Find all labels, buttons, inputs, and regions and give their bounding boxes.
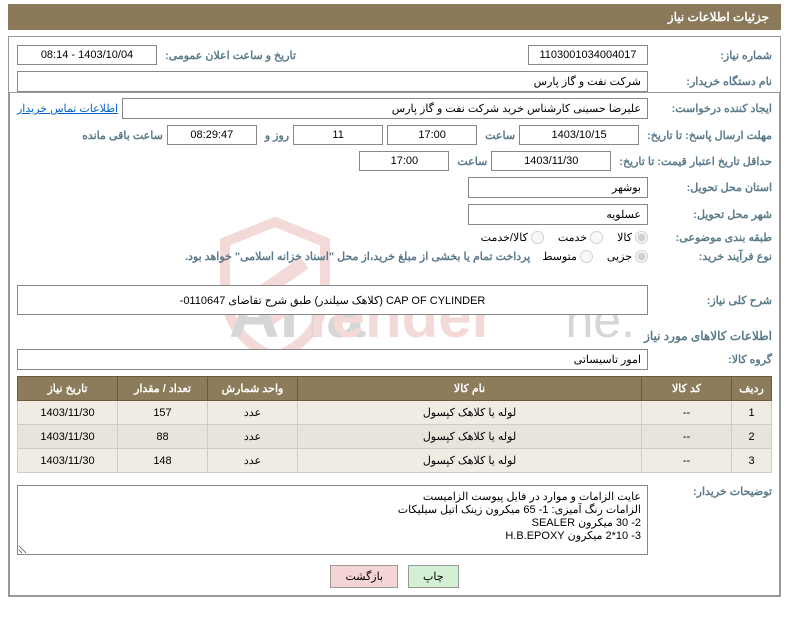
radio-khedmat[interactable]: خدمت — [558, 231, 603, 244]
table-cell: 148 — [118, 449, 208, 473]
requester-value: علیرضا حسینی کارشناس خرید شرکت نفت و گاز… — [122, 98, 648, 119]
table-row: 1--لوله یا کلاهک کپسولعدد1571403/11/30 — [18, 401, 772, 425]
days-after-label: روز و — [261, 129, 289, 142]
th-name: نام کالا — [298, 377, 642, 401]
table-cell: 157 — [118, 401, 208, 425]
province-label: استان محل تحویل: — [652, 181, 772, 194]
th-code: کد کالا — [642, 377, 732, 401]
table-cell: عدد — [208, 449, 298, 473]
table-cell: عدد — [208, 425, 298, 449]
buyer-value: شرکت نفت و گاز پارس — [17, 71, 648, 92]
table-cell: 1403/11/30 — [18, 449, 118, 473]
contact-link[interactable]: اطلاعات تماس خریدار — [17, 102, 118, 115]
countdown: 08:29:47 — [167, 125, 257, 145]
page-header: جزئیات اطلاعات نیاز — [8, 4, 781, 30]
group-value: امور تاسیساتی — [17, 349, 648, 370]
group-label: گروه کالا: — [652, 353, 772, 366]
valid-label: حداقل تاریخ اعتبار قیمت: تا تاریخ: — [615, 155, 772, 168]
buyer-notes[interactable] — [17, 485, 648, 555]
table-row: 3--لوله یا کلاهک کپسولعدد1481403/11/30 — [18, 449, 772, 473]
deadline-time: 17:00 — [387, 125, 477, 145]
category-radio-group: کالا خدمت کالا/خدمت — [481, 231, 648, 244]
table-cell: -- — [642, 449, 732, 473]
countdown-after-label: ساعت باقی مانده — [78, 129, 163, 142]
process-radio-group: جزیی متوسط — [542, 250, 648, 263]
buyer-label: نام دستگاه خریدار: — [652, 75, 772, 88]
notes-label: توضیحات خریدار: — [652, 485, 772, 498]
table-row: 2--لوله یا کلاهک کپسولعدد881403/11/30 — [18, 425, 772, 449]
days-remaining: 11 — [293, 125, 383, 145]
th-date: تاریخ نیاز — [18, 377, 118, 401]
main-content: Aria Tender .ne شماره نیاز: 110300103400… — [8, 36, 781, 597]
goods-table: ردیف کد کالا نام کالا واحد شمارش تعداد /… — [17, 376, 772, 473]
th-row: ردیف — [732, 377, 772, 401]
th-unit: واحد شمارش — [208, 377, 298, 401]
table-cell: 1 — [732, 401, 772, 425]
deadline-date: 1403/10/15 — [519, 125, 639, 145]
print-button[interactable]: چاپ — [408, 565, 459, 588]
radio-kala[interactable]: کالا — [617, 231, 648, 244]
table-cell: 3 — [732, 449, 772, 473]
radio-jozee[interactable]: جزیی — [607, 250, 648, 263]
process-label: نوع فرآیند خرید: — [652, 250, 772, 263]
table-cell: 1403/11/30 — [18, 425, 118, 449]
table-cell: -- — [642, 425, 732, 449]
table-cell: لوله یا کلاهک کپسول — [298, 401, 642, 425]
city-value: عسلویه — [468, 204, 648, 225]
requester-label: ایجاد کننده درخواست: — [652, 102, 772, 115]
announce-label: تاریخ و ساعت اعلان عمومی: — [161, 49, 296, 62]
valid-date: 1403/11/30 — [491, 151, 611, 171]
time-label-2: ساعت — [453, 155, 487, 168]
table-cell: 1403/11/30 — [18, 401, 118, 425]
radio-kala-khedmat[interactable]: کالا/خدمت — [481, 231, 544, 244]
category-label: طبقه بندی موضوعی: — [652, 231, 772, 244]
description-box: CAP OF CYLINDER (کلاهک سیلندر) طبق شرح ت… — [17, 285, 648, 315]
table-cell: عدد — [208, 401, 298, 425]
radio-motevaset[interactable]: متوسط — [542, 250, 593, 263]
need-no-label: شماره نیاز: — [652, 49, 772, 62]
valid-time: 17:00 — [359, 151, 449, 171]
back-button[interactable]: بازگشت — [330, 565, 398, 588]
province-value: بوشهر — [468, 177, 648, 198]
table-cell: لوله یا کلاهک کپسول — [298, 425, 642, 449]
goods-section-title: اطلاعات کالاهای مورد نیاز — [17, 329, 772, 343]
deadline-label: مهلت ارسال پاسخ: تا تاریخ: — [643, 129, 772, 142]
desc-title: شرح کلی نیاز: — [652, 294, 772, 307]
page-title: جزئیات اطلاعات نیاز — [668, 10, 769, 24]
table-cell: لوله یا کلاهک کپسول — [298, 449, 642, 473]
need-no-value: 1103001034004017 — [528, 45, 648, 65]
announce-value: 1403/10/04 - 08:14 — [17, 45, 157, 65]
table-cell: 88 — [118, 425, 208, 449]
time-label-1: ساعت — [481, 129, 515, 142]
city-label: شهر محل تحویل: — [652, 208, 772, 221]
table-cell: 2 — [732, 425, 772, 449]
th-qty: تعداد / مقدار — [118, 377, 208, 401]
table-cell: -- — [642, 401, 732, 425]
payment-note: پرداخت تمام یا بخشی از مبلغ خرید،از محل … — [185, 250, 530, 263]
